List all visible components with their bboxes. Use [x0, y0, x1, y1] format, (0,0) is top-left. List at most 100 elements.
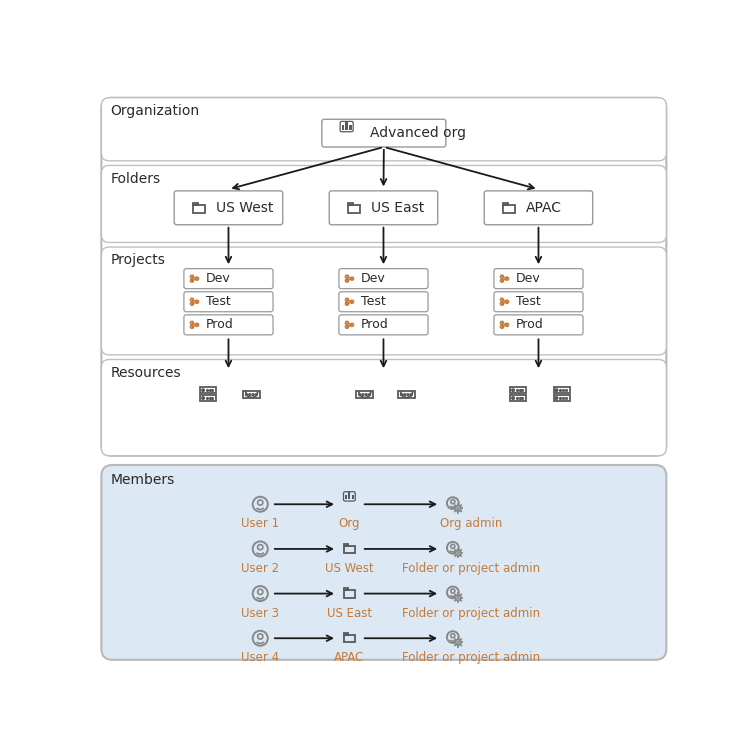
Circle shape: [455, 595, 461, 601]
FancyBboxPatch shape: [175, 190, 282, 225]
Circle shape: [457, 507, 459, 509]
FancyBboxPatch shape: [101, 98, 667, 160]
FancyBboxPatch shape: [101, 166, 667, 242]
Circle shape: [246, 394, 247, 396]
FancyBboxPatch shape: [101, 98, 667, 456]
Circle shape: [366, 394, 367, 396]
Text: Prod: Prod: [360, 318, 389, 332]
Bar: [348, 205, 360, 213]
Text: APAC: APAC: [334, 651, 365, 664]
Bar: [554, 395, 570, 401]
Circle shape: [201, 397, 204, 400]
Text: Folder or project admin: Folder or project admin: [402, 562, 540, 575]
FancyBboxPatch shape: [101, 359, 667, 456]
Bar: [192, 205, 205, 213]
FancyBboxPatch shape: [339, 315, 428, 334]
FancyBboxPatch shape: [494, 315, 583, 334]
Circle shape: [457, 596, 459, 598]
FancyBboxPatch shape: [339, 292, 428, 312]
Circle shape: [201, 389, 204, 392]
Text: Dev: Dev: [360, 272, 386, 285]
Bar: [345, 495, 348, 500]
Text: Folder or project admin: Folder or project admin: [402, 607, 540, 619]
Text: Test: Test: [515, 296, 540, 308]
Circle shape: [512, 397, 515, 400]
Bar: [398, 391, 415, 398]
Text: US East: US East: [327, 607, 372, 619]
Circle shape: [555, 397, 558, 400]
Circle shape: [512, 389, 515, 392]
Text: Resources: Resources: [111, 366, 181, 380]
Text: US West: US West: [216, 201, 273, 214]
Text: Test: Test: [206, 296, 231, 308]
Bar: [503, 202, 508, 205]
FancyBboxPatch shape: [184, 315, 273, 334]
Circle shape: [404, 394, 406, 396]
Bar: [357, 391, 374, 398]
Bar: [348, 202, 353, 205]
Text: Dev: Dev: [206, 272, 231, 285]
Bar: [201, 395, 216, 401]
Bar: [344, 544, 348, 545]
Bar: [192, 202, 198, 205]
Text: Org: Org: [339, 518, 360, 530]
Text: Advanced org: Advanced org: [370, 126, 466, 140]
FancyBboxPatch shape: [339, 268, 428, 289]
Text: Organization: Organization: [111, 104, 200, 118]
Bar: [344, 633, 348, 635]
Text: Prod: Prod: [206, 318, 234, 332]
Circle shape: [401, 394, 402, 396]
FancyBboxPatch shape: [101, 465, 667, 660]
Text: Org admin: Org admin: [440, 518, 503, 530]
Bar: [345, 122, 348, 130]
Text: Folder or project admin: Folder or project admin: [402, 651, 540, 664]
Text: User 2: User 2: [241, 562, 279, 575]
FancyBboxPatch shape: [330, 190, 437, 225]
FancyBboxPatch shape: [494, 292, 583, 312]
Circle shape: [457, 641, 459, 644]
Circle shape: [252, 394, 254, 396]
Circle shape: [455, 550, 461, 556]
FancyBboxPatch shape: [184, 292, 273, 312]
Circle shape: [255, 394, 258, 396]
Circle shape: [362, 394, 364, 396]
Circle shape: [369, 394, 371, 396]
Bar: [342, 125, 345, 130]
Text: User 1: User 1: [241, 518, 279, 530]
Circle shape: [407, 394, 409, 396]
FancyBboxPatch shape: [484, 190, 592, 225]
Circle shape: [410, 394, 412, 396]
FancyBboxPatch shape: [322, 119, 446, 147]
Bar: [510, 395, 527, 401]
Circle shape: [359, 394, 360, 396]
Bar: [344, 588, 348, 590]
FancyBboxPatch shape: [494, 268, 583, 289]
FancyBboxPatch shape: [101, 247, 667, 355]
Bar: [349, 125, 351, 130]
Text: Members: Members: [111, 472, 175, 487]
Bar: [348, 493, 351, 500]
Text: User 4: User 4: [241, 651, 279, 664]
Text: Projects: Projects: [111, 254, 166, 267]
Bar: [510, 387, 527, 393]
Text: US West: US West: [325, 562, 374, 575]
Circle shape: [457, 552, 459, 554]
Circle shape: [555, 389, 558, 392]
Bar: [243, 391, 261, 398]
Bar: [503, 205, 515, 213]
Text: Folders: Folders: [111, 172, 161, 185]
Bar: [344, 590, 355, 598]
Circle shape: [455, 640, 461, 645]
Text: US East: US East: [371, 201, 425, 214]
Text: Test: Test: [360, 296, 386, 308]
Circle shape: [455, 506, 461, 512]
Bar: [554, 387, 570, 393]
Circle shape: [249, 394, 251, 396]
Bar: [201, 387, 216, 393]
Text: User 3: User 3: [241, 607, 279, 619]
Bar: [344, 545, 355, 553]
FancyBboxPatch shape: [184, 268, 273, 289]
Text: Dev: Dev: [515, 272, 540, 285]
Bar: [344, 635, 355, 642]
Bar: [351, 495, 354, 500]
